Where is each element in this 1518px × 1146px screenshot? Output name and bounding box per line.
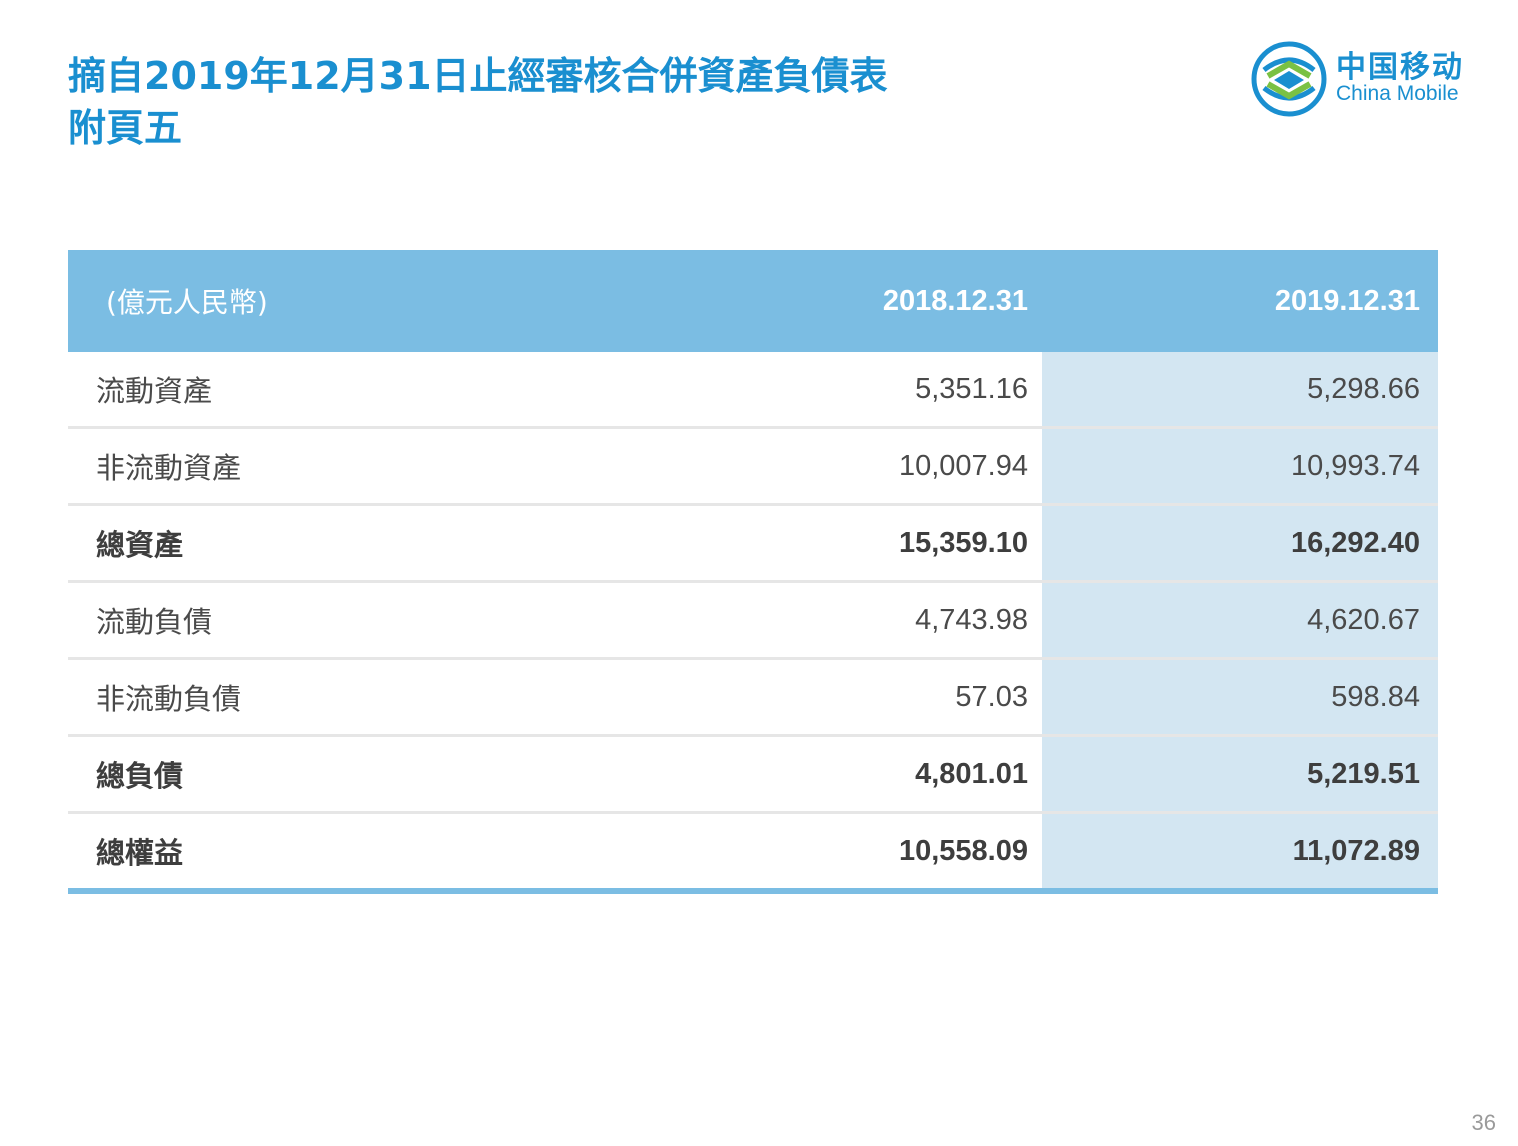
table-header: (億元人民幣) 2018.12.31 2019.12.31 [68,250,1438,352]
value-2018: 57.03 [955,680,1028,713]
company-logo: 中国移动 China Mobile [1250,40,1490,118]
logo-chinese-text: 中国移动 [1336,50,1464,85]
table-row-total: 總權益 10,558.09 11,072.89 [68,811,1438,888]
row-label: 流動負債 [96,605,213,639]
value-2018: 15,359.10 [898,526,1028,559]
row-label: 非流動資產 [96,451,242,485]
value-2019: 4,620.67 [1042,583,1438,657]
value-2019: 5,219.51 [1042,737,1438,811]
value-2018: 5,351.16 [915,372,1028,405]
logo-english-text: China Mobile [1336,82,1459,105]
row-label: 總負債 [96,759,184,793]
row-label: 非流動負債 [96,682,242,716]
value-2018: 10,558.09 [898,834,1028,867]
balance-sheet-table: (億元人民幣) 2018.12.31 2019.12.31 流動資產 5,351… [68,250,1438,894]
value-2018: 10,007.94 [898,449,1028,482]
value-2018: 4,801.01 [915,757,1028,790]
table-row: 非流動資產 10,007.94 10,993.74 [68,426,1438,503]
row-label: 流動資產 [96,374,213,408]
table-row-total: 總資產 15,359.10 16,292.40 [68,503,1438,580]
page-title-line2: 附頁五 [68,106,183,150]
page-number: 36 [1471,1110,1496,1135]
row-label: 總資產 [96,528,184,562]
table-row: 非流動負債 57.03 598.84 [68,657,1438,734]
table-row: 流動資產 5,351.16 5,298.66 [68,352,1438,426]
value-2019: 598.84 [1042,660,1438,734]
china-mobile-logo-icon [1251,41,1327,117]
table-row-total: 總負債 4,801.01 5,219.51 [68,734,1438,811]
header-2018: 2018.12.31 [882,284,1028,317]
header-2019: 2019.12.31 [1274,284,1420,317]
table-row: 流動負債 4,743.98 4,620.67 [68,580,1438,657]
table-bottom-rule [68,888,1438,894]
value-2019: 10,993.74 [1042,429,1438,503]
value-2018: 4,743.98 [915,603,1028,636]
page-title: 摘自2019年12月31日止經審核合併資產負債表 附頁五 [68,50,888,154]
header-unit-label: (億元人民幣) [106,286,268,319]
page-title-line1: 摘自2019年12月31日止經審核合併資產負債表 [68,54,888,98]
row-label: 總權益 [96,836,184,870]
value-2019: 16,292.40 [1042,506,1438,580]
value-2019: 5,298.66 [1042,352,1438,426]
value-2019: 11,072.89 [1042,814,1438,888]
